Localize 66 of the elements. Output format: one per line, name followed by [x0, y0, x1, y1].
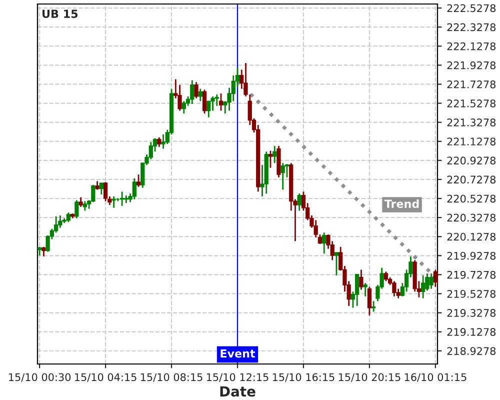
ref-line-label: Event: [220, 349, 256, 358]
candlestick: [99, 182, 104, 196]
candlestick: [82, 200, 87, 212]
x-tick-label: 16/10 01:15: [404, 373, 466, 382]
candlestick: [367, 286, 372, 316]
candlestick: [210, 96, 215, 112]
candlestick: [392, 280, 396, 298]
y-tick-label: 221.9278: [447, 61, 496, 70]
candlestick: [194, 81, 198, 99]
candlestick: [363, 282, 368, 298]
y-tick-label: 219.5278: [447, 290, 496, 298]
candlestick: [157, 136, 162, 148]
y-tick-label: 220.3278: [447, 214, 496, 222]
candlestick: [132, 178, 136, 200]
x-axis-title: Date: [220, 386, 256, 397]
candlestick: [359, 269, 364, 290]
candlestick: [78, 196, 83, 208]
y-tick-label: 221.3278: [447, 118, 496, 126]
candlestick: [272, 145, 277, 164]
x-tick-label: 15/10 12:15: [206, 373, 268, 382]
candlestick: [136, 174, 141, 188]
y-tick-label: 221.7278: [447, 80, 496, 88]
candlestick: [297, 192, 302, 212]
candlestick: [268, 150, 273, 169]
series-label: Trend: [384, 199, 419, 208]
y-tick-label: 221.5278: [447, 99, 496, 108]
y-tick-label: 222.1278: [447, 42, 496, 50]
candlestick: [74, 199, 79, 219]
candlestick: [334, 252, 339, 276]
y-tick-label: 222.3278: [447, 23, 496, 32]
candlestick: [429, 272, 434, 290]
candlestick: [198, 88, 202, 102]
chart-title: UB 15: [42, 10, 78, 18]
candlestick: [58, 214, 62, 229]
y-tick-label: 220.7278: [447, 176, 496, 184]
candlestick: [280, 162, 285, 190]
candlestick: [433, 269, 438, 288]
y-tick-label: 220.1278: [447, 232, 496, 241]
y-tick-label: 220.9278: [447, 156, 496, 165]
candlestick: [202, 89, 207, 114]
candlestick: [66, 212, 70, 223]
x-tick-label: 15/10 04:15: [75, 373, 136, 382]
candlestick: [190, 79, 194, 105]
x-tick-label: 15/10 08:15: [140, 373, 202, 382]
y-tick-label: 219.9278: [447, 252, 496, 260]
y-tick-label: 222.5278: [447, 4, 496, 12]
x-tick-label: 15/10 20:15: [338, 373, 400, 382]
x-tick-label: 15/10 00:30: [9, 373, 71, 382]
y-tick-label: 219.1278: [447, 328, 496, 336]
candlestick: [218, 92, 224, 112]
candlestick: [161, 134, 166, 150]
y-tick-label: 221.1278: [447, 138, 496, 146]
y-tick-label: 219.7278: [447, 270, 496, 279]
candlestick: [103, 181, 108, 202]
y-tick-label: 220.5278: [447, 194, 496, 203]
y-tick-label: 218.9278: [447, 347, 496, 355]
candlestick: [112, 196, 116, 209]
candlestick: [384, 270, 388, 282]
candlestick: [42, 246, 46, 258]
candlestick: [182, 100, 186, 114]
candlestick: [355, 274, 360, 307]
candlestick: [206, 100, 211, 118]
y-tick-label: 219.3278: [447, 309, 496, 317]
x-tick-label: 15/10 16:15: [272, 373, 334, 382]
candlestick: [322, 232, 326, 254]
candlestick: [421, 274, 426, 299]
